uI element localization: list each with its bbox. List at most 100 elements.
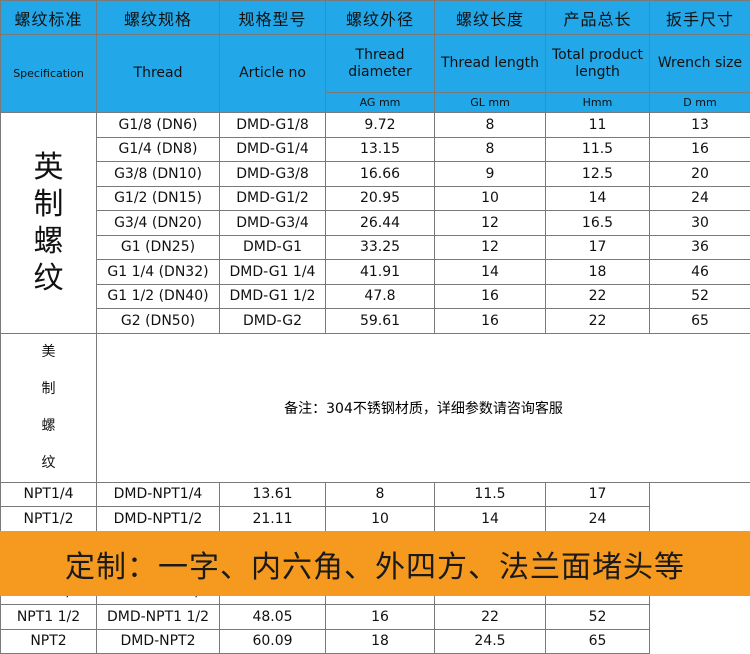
thread-cell: G1/8 (DN6) [97, 113, 220, 138]
group2-label: 美制螺纹 [1, 333, 97, 482]
thread-length-cell: 16 [435, 284, 546, 309]
header-wrench-size-en: Wrench size [650, 35, 750, 93]
wrench-cell: 24 [546, 507, 650, 532]
group-char: 英 [1, 149, 96, 186]
header-article-no: Article no [220, 35, 326, 113]
wrench-cell: 52 [650, 284, 750, 309]
thread-cell: G3/8 (DN10) [97, 162, 220, 187]
header-row-chinese: 螺纹标准 螺纹规格 规格型号 螺纹外径 螺纹长度 产品总长 扳手尺寸 [1, 1, 750, 35]
wrench-cell: 13 [650, 113, 750, 138]
total-length-cell: 22 [546, 284, 650, 309]
header-thread: Thread [97, 35, 220, 113]
article-cell: DMD-NPT1/2 [97, 507, 220, 532]
footer-text: 定制：一字、内六角、外四方、法兰面堵头等 [65, 542, 685, 586]
thread-length-cell: 10 [435, 186, 546, 211]
total-length-cell: 22 [435, 605, 546, 630]
header-specification: Specification [1, 35, 97, 113]
diameter-cell: 20.95 [326, 186, 435, 211]
unit-ag: AG mm [326, 93, 435, 113]
diameter-cell: 26.44 [326, 211, 435, 236]
total-length-cell: 22 [546, 309, 650, 334]
group-char: 制 [1, 371, 96, 408]
thread-length-cell: 12 [435, 235, 546, 260]
group-char: 纹 [1, 260, 96, 297]
thread-cell: G3/4 (DN20) [97, 211, 220, 236]
thread-length-cell: 8 [435, 137, 546, 162]
wrench-cell: 65 [650, 309, 750, 334]
unit-gl: GL mm [435, 93, 546, 113]
spec-sheet: 螺纹标准 螺纹规格 规格型号 螺纹外径 螺纹长度 产品总长 扳手尺寸 Speci… [0, 0, 750, 596]
thread-cell: NPT1 1/2 [1, 605, 97, 630]
thread-cell: G1 1/2 (DN40) [97, 284, 220, 309]
group-char: 制 [1, 186, 96, 223]
thread-cell: G2 (DN50) [97, 309, 220, 334]
total-length-cell: 14 [546, 186, 650, 211]
diameter-cell: 41.91 [326, 260, 435, 285]
wrench-cell: 30 [650, 211, 750, 236]
thread-length-cell: 14 [435, 260, 546, 285]
note-row: 美制螺纹 备注：304不锈钢材质，详细参数请咨询客服 [1, 333, 750, 482]
article-cell: DMD-NPT1 1/2 [97, 605, 220, 630]
article-cell: DMD-G1 [220, 235, 326, 260]
header-wrench-size: 扳手尺寸 [650, 1, 750, 35]
unit-h: Hmm [546, 93, 650, 113]
total-length-cell: 18 [546, 260, 650, 285]
group-char: 美 [1, 334, 96, 371]
diameter-cell: 33.25 [326, 235, 435, 260]
total-length-cell: 24.5 [435, 629, 546, 654]
thread-length-cell: 9 [435, 162, 546, 187]
total-length-cell: 11.5 [435, 482, 546, 507]
wrench-cell: 20 [650, 162, 750, 187]
footer-banner: 定制：一字、内六角、外四方、法兰面堵头等 [0, 531, 750, 596]
diameter-cell: 47.8 [326, 284, 435, 309]
article-cell: DMD-G1/8 [220, 113, 326, 138]
wrench-cell: 17 [546, 482, 650, 507]
note-text: 备注：304不锈钢材质，详细参数请咨询客服 [97, 333, 750, 482]
wrench-cell: 65 [546, 629, 650, 654]
thread-cell: NPT1/2 [1, 507, 97, 532]
thread-length-cell: 16 [435, 309, 546, 334]
article-cell: DMD-G1 1/2 [220, 284, 326, 309]
article-cell: DMD-G1 1/4 [220, 260, 326, 285]
diameter-cell: 13.61 [220, 482, 326, 507]
total-length-cell: 14 [435, 507, 546, 532]
thread-cell: NPT2 [1, 629, 97, 654]
unit-d: D mm [650, 93, 750, 113]
total-length-cell: 12.5 [546, 162, 650, 187]
thread-length-cell: 12 [435, 211, 546, 236]
header-thread-diameter: Thread diameter [326, 35, 435, 93]
article-cell: DMD-G3/8 [220, 162, 326, 187]
header-thread-length: 螺纹长度 [435, 1, 546, 35]
header-thread-spec: 螺纹规格 [97, 1, 220, 35]
total-length-cell: 17 [546, 235, 650, 260]
total-length-cell: 16.5 [546, 211, 650, 236]
wrench-cell: 16 [650, 137, 750, 162]
thread-length-cell: 8 [435, 113, 546, 138]
thread-cell: G1/2 (DN15) [97, 186, 220, 211]
header-model: 规格型号 [220, 1, 326, 35]
article-cell: DMD-NPT2 [97, 629, 220, 654]
diameter-cell: 59.61 [326, 309, 435, 334]
thread-length-cell: 10 [326, 507, 435, 532]
diameter-cell: 16.66 [326, 162, 435, 187]
article-cell: DMD-G1/4 [220, 137, 326, 162]
wrench-cell: 46 [650, 260, 750, 285]
thread-cell: G1 (DN25) [97, 235, 220, 260]
thread-length-cell: 8 [326, 482, 435, 507]
diameter-cell: 9.72 [326, 113, 435, 138]
group-char: 螺 [1, 408, 96, 445]
diameter-cell: 21.11 [220, 507, 326, 532]
thread-length-cell: 18 [326, 629, 435, 654]
